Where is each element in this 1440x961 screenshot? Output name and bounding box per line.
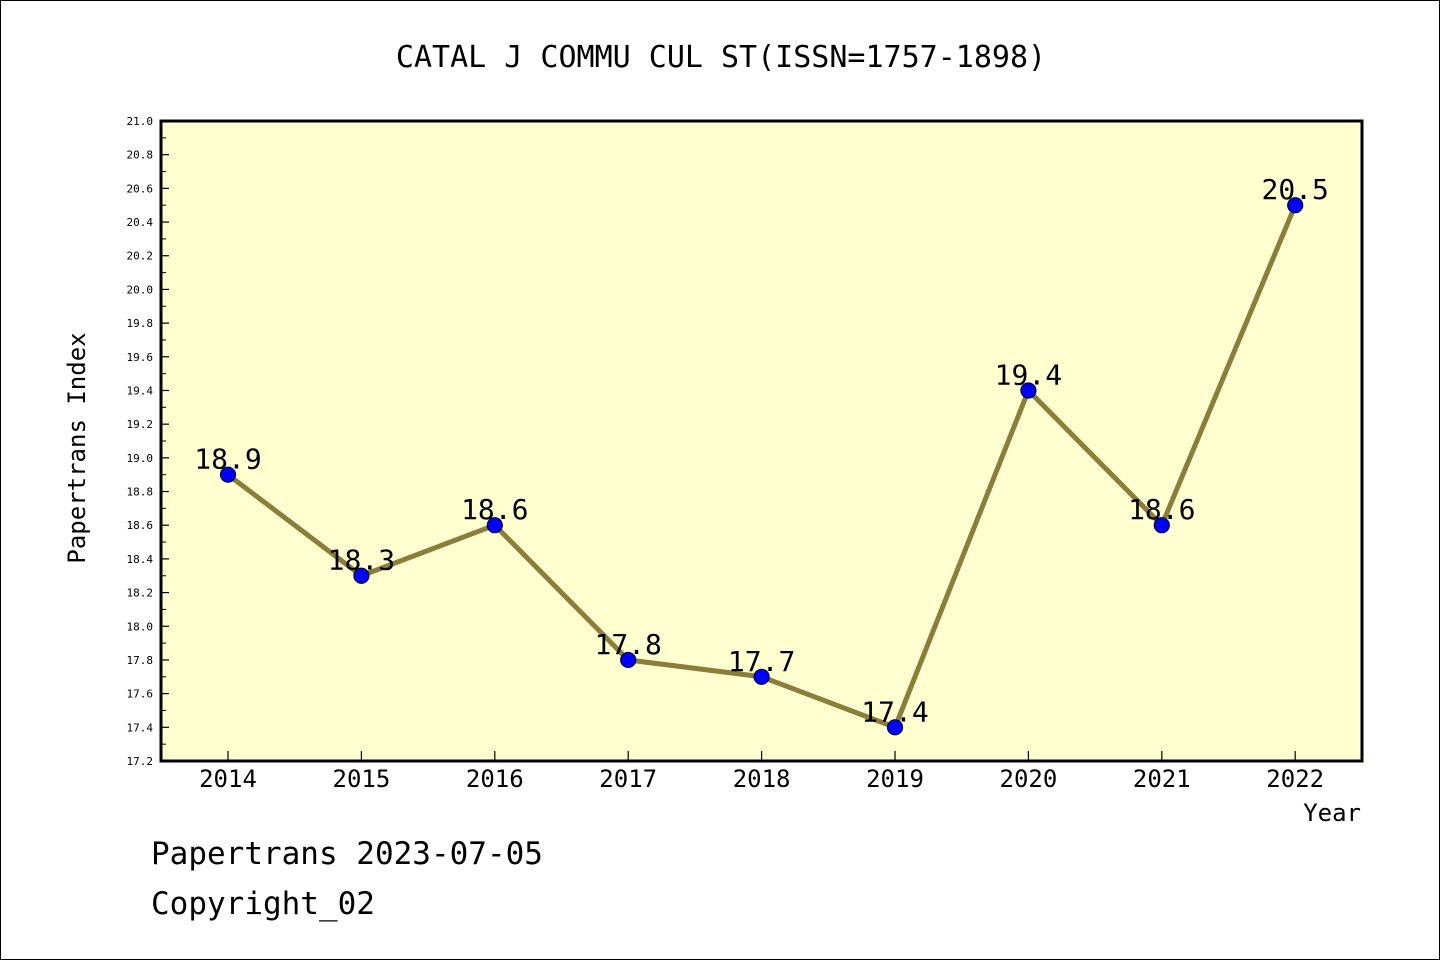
data-label: 20.5: [1261, 173, 1328, 206]
y-tick-label: 19.6: [127, 351, 154, 364]
y-tick-label: 17.6: [127, 688, 154, 701]
x-tick-label: 2018: [733, 765, 791, 793]
plot-area: [159, 119, 1364, 763]
data-points: [219, 197, 1304, 736]
data-label: 17.4: [861, 695, 928, 728]
y-tick-label: 18.8: [127, 486, 154, 499]
x-tick-label: 2020: [1000, 765, 1058, 793]
y-tick-label: 19.4: [127, 384, 154, 397]
y-tick-label: 20.2: [127, 250, 154, 263]
data-label: 19.4: [995, 358, 1062, 391]
data-labels: 18.9 18.3 18.6 17.8 17.7 17.4 19.4 18.6 20.5: [194, 173, 1329, 728]
y-tick-label: 18.0: [127, 620, 154, 633]
y-tick-label: 17.8: [127, 654, 154, 667]
data-label: 17.8: [594, 628, 661, 661]
y-tick-label: 21.0: [127, 115, 154, 128]
y-tick-label: 19.2: [127, 418, 154, 431]
data-point: [753, 668, 770, 685]
x-axis-label: Year: [1303, 799, 1361, 827]
y-tick-label: 19.8: [127, 317, 154, 330]
data-point: [1020, 382, 1037, 399]
data-point: [1153, 517, 1170, 534]
y-tick-label: 18.4: [127, 553, 154, 566]
data-label: 18.6: [1128, 493, 1195, 526]
data-label: 18.3: [328, 544, 395, 577]
data-point: [1287, 197, 1304, 214]
chart-title: CATAL J COMMU CUL ST(ISSN=1757-1898): [396, 40, 1046, 75]
y-tick-label: 17.2: [127, 755, 154, 768]
y-tick-label: 18.2: [127, 587, 154, 600]
data-label: 18.9: [194, 443, 261, 476]
x-tick-label: 2019: [866, 765, 924, 793]
y-axis: 17.2 17.4 17.6 17.8 18.0 18.2 18.4 18.6 18.8 19.0…: [127, 115, 169, 768]
data-point: [886, 719, 904, 736]
y-tick-label: 20.4: [127, 216, 154, 229]
data-point: [620, 651, 637, 669]
data-label: 17.7: [728, 645, 795, 678]
x-tick-label: 2021: [1133, 765, 1191, 793]
footer-date: Papertrans 2023-07-05: [151, 836, 543, 872]
data-point: [486, 517, 503, 534]
x-tick-label: 2016: [466, 765, 524, 793]
data-point: [353, 567, 370, 584]
x-tick-label: 2015: [333, 765, 391, 793]
y-tick-label: 20.0: [127, 283, 154, 296]
y-tick-label: 19.0: [127, 452, 154, 465]
x-tick-label: 2017: [599, 765, 657, 793]
x-axis: 2014 2015 2016 2017 2018 2019 2020 2021 2022: [199, 751, 1324, 793]
y-tick-label: 18.6: [127, 519, 154, 532]
y-tick-label: 20.6: [127, 182, 154, 195]
y-axis-label: Papertrans Index: [63, 332, 91, 563]
y-tick-label: 17.4: [127, 721, 154, 734]
x-tick-label: 2014: [199, 765, 257, 793]
y-tick-label: 20.8: [127, 149, 154, 162]
data-point: [219, 466, 237, 483]
x-tick-label: 2022: [1266, 765, 1324, 793]
data-label: 18.6: [461, 493, 528, 526]
footer-copyright: Copyright_02: [151, 886, 375, 922]
